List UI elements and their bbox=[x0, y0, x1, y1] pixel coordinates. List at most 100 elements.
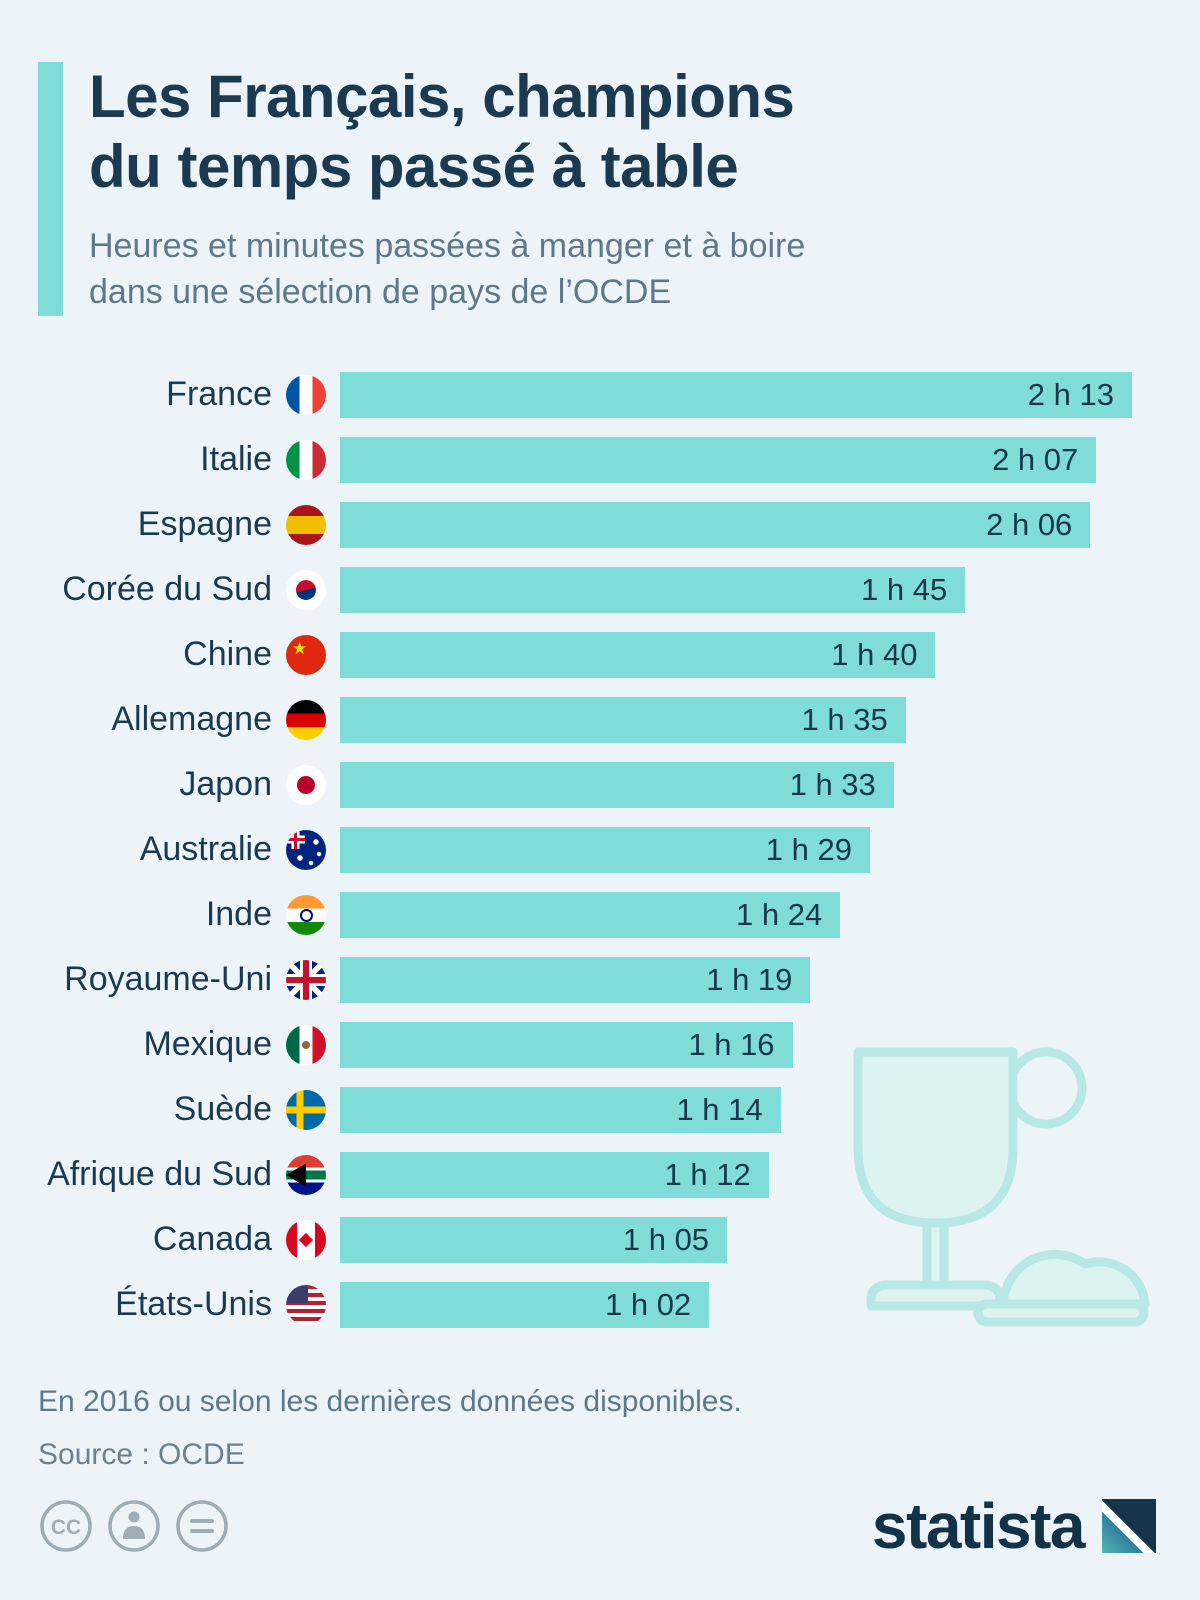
bar: 1 h 16 bbox=[340, 1021, 793, 1068]
equals-sign bbox=[190, 1519, 214, 1533]
flag-icon-ca bbox=[286, 1219, 326, 1260]
no-derivatives-equals-icon[interactable] bbox=[176, 1500, 228, 1552]
bar: 1 h 33 bbox=[340, 761, 894, 808]
chart-row: Suède 1 h 14 bbox=[0, 1077, 1132, 1142]
bar-value-label: 1 h 24 bbox=[736, 896, 823, 932]
statista-logo[interactable]: statista bbox=[872, 1494, 1156, 1558]
bar-chart: France 2 h 13 Italie 2 h 07 Espagne 2 h 06 Cor… bbox=[0, 362, 1132, 1337]
bar: 1 h 14 bbox=[340, 1086, 781, 1133]
bar-track: 1 h 40 bbox=[340, 631, 1132, 678]
chart-row: Inde 1 h 24 bbox=[0, 882, 1132, 947]
bar-value-label: 1 h 40 bbox=[831, 636, 918, 672]
flag-icon-es bbox=[286, 504, 326, 545]
page-title-line-2: du temps passé à table bbox=[89, 133, 739, 201]
bar-track: 1 h 16 bbox=[340, 1021, 1132, 1068]
chart-row: Italie 2 h 07 bbox=[0, 427, 1132, 492]
country-label: Canada bbox=[152, 1220, 272, 1259]
bar: 1 h 24 bbox=[340, 891, 841, 938]
bar-value-label: 1 h 14 bbox=[676, 1091, 763, 1127]
page-title-line-1: Les Français, champions bbox=[89, 63, 795, 130]
flag-icon-fr bbox=[286, 374, 326, 415]
chart-row: Japon 1 h 33 bbox=[0, 752, 1132, 817]
bar: 1 h 12 bbox=[340, 1151, 769, 1198]
chart-row: France 2 h 13 bbox=[0, 362, 1132, 427]
infographic-header: Les Français, champions du temps passé à… bbox=[0, 0, 1200, 317]
flag-icon-it bbox=[286, 439, 326, 480]
chart-row: Corée du Sud 1 h 45 bbox=[0, 557, 1132, 622]
bar: 1 h 45 bbox=[340, 566, 966, 613]
page-subtitle: Heures et minutes passées à manger et à … bbox=[89, 224, 805, 316]
flag-icon-cn bbox=[286, 634, 326, 675]
flag-icon-se bbox=[286, 1089, 326, 1130]
bar-track: 1 h 19 bbox=[340, 956, 1132, 1003]
title-block: Les Français, champions du temps passé à… bbox=[89, 62, 805, 316]
country-label: Afrique du Sud bbox=[47, 1155, 272, 1194]
flag-icon-de bbox=[286, 699, 326, 740]
country-label: Chine bbox=[183, 635, 272, 674]
chart-row: Royaume-Uni 1 h 19 bbox=[0, 947, 1132, 1012]
food-dome-icon bbox=[998, 1250, 1150, 1309]
bar-track: 1 h 12 bbox=[340, 1151, 1132, 1198]
bar-value-label: 1 h 45 bbox=[861, 571, 948, 607]
bar: 1 h 02 bbox=[340, 1281, 710, 1328]
country-label: Japon bbox=[179, 765, 272, 804]
bar-track: 2 h 07 bbox=[340, 436, 1132, 483]
chart-row: Allemagne 1 h 35 bbox=[0, 687, 1132, 752]
chart-row: Australie 1 h 29 bbox=[0, 817, 1132, 882]
bar-value-label: 1 h 33 bbox=[789, 766, 876, 802]
bar: 2 h 13 bbox=[340, 371, 1132, 418]
bar-track: 1 h 14 bbox=[340, 1086, 1132, 1133]
cc-icon[interactable] bbox=[40, 1500, 92, 1552]
tableware-watermark-illustration bbox=[853, 1047, 1150, 1327]
bar-value-label: 1 h 16 bbox=[688, 1026, 775, 1062]
statista-wordmark: statista bbox=[871, 1490, 1086, 1562]
statista-logo-mark-icon bbox=[1102, 1499, 1156, 1553]
country-label: Australie bbox=[139, 830, 272, 869]
bar: 1 h 35 bbox=[340, 696, 906, 743]
flag-icon-gb bbox=[286, 959, 326, 1000]
footnotes: En 2016 ou selon les dernières données d… bbox=[38, 1379, 1140, 1477]
cc-letters: CC bbox=[51, 1516, 81, 1539]
bar: 1 h 19 bbox=[340, 956, 811, 1003]
attribution-person-icon[interactable] bbox=[108, 1500, 160, 1552]
bar-track: 2 h 13 bbox=[340, 371, 1132, 418]
bar-value-label: 1 h 12 bbox=[664, 1156, 751, 1192]
flag-icon-mx bbox=[286, 1024, 326, 1065]
covered-plate-icon bbox=[973, 1299, 1149, 1327]
chart-row: Chine 1 h 40 bbox=[0, 622, 1132, 687]
country-label: France bbox=[166, 375, 272, 414]
flag-icon-jp bbox=[286, 764, 326, 805]
bar-track: 2 h 06 bbox=[340, 501, 1132, 548]
bar-value-label: 1 h 19 bbox=[706, 961, 793, 997]
chart-row: Mexique 1 h 16 bbox=[0, 1012, 1132, 1077]
source-note: Source : OCDE bbox=[38, 1438, 245, 1472]
bar: 2 h 06 bbox=[340, 501, 1091, 548]
bar-value-label: 1 h 05 bbox=[622, 1221, 710, 1257]
bar-track: 1 h 33 bbox=[340, 761, 1132, 808]
bar-value-label: 1 h 02 bbox=[604, 1286, 692, 1322]
chart-row: Afrique du Sud 1 h 12 bbox=[0, 1142, 1132, 1207]
chart-row: États-Unis 1 h 02 bbox=[0, 1272, 1132, 1337]
accent-bar bbox=[38, 62, 63, 317]
bar-track: 1 h 05 bbox=[340, 1216, 1132, 1263]
bar-track: 1 h 35 bbox=[340, 696, 1132, 743]
bar-value-label: 2 h 06 bbox=[986, 506, 1073, 542]
cc-license-badges[interactable]: CC bbox=[38, 1498, 238, 1554]
bar-track: 1 h 45 bbox=[340, 566, 1132, 613]
page-title: Les Français, champions du temps passé à… bbox=[89, 62, 805, 202]
bar-value-label: 2 h 07 bbox=[992, 441, 1079, 477]
bar: 1 h 40 bbox=[340, 631, 936, 678]
bar-track: 1 h 29 bbox=[340, 826, 1132, 873]
flag-icon-us bbox=[286, 1284, 326, 1325]
bar-track: 1 h 02 bbox=[340, 1281, 1132, 1328]
bar: 1 h 29 bbox=[340, 826, 870, 873]
page-subtitle-line-1: Heures et minutes passées à manger et à … bbox=[89, 227, 806, 266]
chart-row: Canada 1 h 05 bbox=[0, 1207, 1132, 1272]
page-footer: CC statista bbox=[38, 1494, 1156, 1558]
country-label: Inde bbox=[205, 895, 272, 934]
flag-icon-za bbox=[286, 1154, 326, 1195]
country-label: Suède bbox=[173, 1090, 272, 1129]
person-head bbox=[128, 1511, 140, 1523]
page-subtitle-line-2: dans une sélection de pays de l’OCDE bbox=[89, 273, 672, 312]
